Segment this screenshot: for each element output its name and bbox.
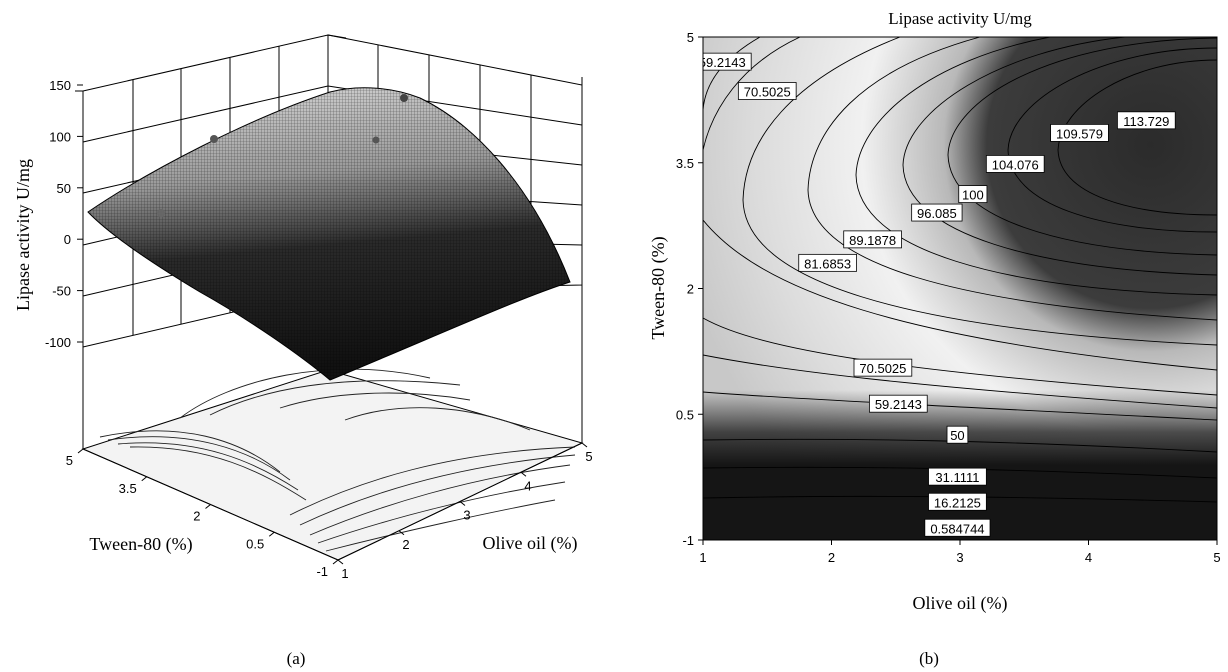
- olive-tick-mark: [398, 530, 405, 536]
- tween-tick-mark: [332, 559, 339, 565]
- contour-label-box: [798, 253, 857, 272]
- panel-label-b: (b): [919, 649, 939, 668]
- y-tick-label: 3.5: [676, 156, 694, 171]
- z-axis-ticks: 150 100 50 0 -50 -100: [45, 78, 83, 350]
- y-axis-ticks: -1 0.5 2 3.5 5: [676, 30, 703, 548]
- olive-tick-mark: [581, 442, 588, 448]
- contour-label: 89.1878: [849, 233, 896, 248]
- floor-plane: [81, 368, 584, 561]
- olive-tick-mark: [520, 471, 527, 477]
- response-surface: [87, 87, 571, 381]
- tween-tick-mark: [268, 531, 275, 537]
- olive-tick-mark: [337, 559, 344, 565]
- contour-label-box: [1117, 111, 1176, 130]
- contour-label: 104.076: [992, 157, 1039, 172]
- z-tick-label: 100: [49, 129, 71, 144]
- contour-label-box: [853, 358, 913, 377]
- x-tick-label: 4: [1085, 550, 1092, 565]
- contour-label-box: [911, 203, 963, 222]
- y-tick-label: 2: [687, 282, 694, 297]
- x-tick-label: 1: [699, 550, 706, 565]
- contour-label: 59.2143: [875, 397, 922, 412]
- y-tick-label: 5: [687, 30, 694, 45]
- tween-tick-mark: [77, 448, 84, 454]
- z-tick-label: -100: [45, 335, 71, 350]
- tween-axis-label: Tween-80 (%): [89, 534, 192, 555]
- x-tick-label: 5: [1213, 550, 1220, 565]
- design-point: [210, 135, 218, 143]
- z-tick-label: -50: [52, 284, 71, 299]
- z-tick-label: 150: [49, 78, 71, 93]
- design-point: [157, 209, 165, 217]
- contour-label-box: [924, 518, 991, 537]
- olive-tick-label: 3: [463, 508, 470, 523]
- contour-label: 81.6853: [804, 256, 851, 271]
- z-axis-label: Lipase activity U/mg: [13, 159, 33, 311]
- tween-axis-ticks: -1 0.5 2 3.5 5: [66, 448, 339, 579]
- z-tick-label: 0: [64, 232, 71, 247]
- x-axis-ticks: 1 2 3 4 5: [699, 540, 1221, 565]
- contour-label-box: [843, 230, 902, 249]
- tween-tick-label: 5: [66, 453, 73, 468]
- design-point: [400, 94, 408, 102]
- tween-tick-label: 3.5: [119, 481, 137, 496]
- contour-label: 50: [950, 428, 964, 443]
- y-axis-label: Tween-80 (%): [648, 236, 669, 339]
- contour-label-box: [1050, 124, 1109, 142]
- olive-tick-label: 1: [341, 566, 348, 581]
- tween-tick-mark: [205, 504, 211, 509]
- contour-label: 31.1111: [935, 470, 979, 485]
- olive-tick-label: 4: [524, 478, 531, 493]
- olive-axis-ticks: 1 2 3 4 5: [337, 442, 593, 581]
- contour-label: 16.2125: [934, 495, 981, 510]
- contour-field: 59.2143 70.5025 113.729 109.579 104.076 100 96…: [699, 37, 1217, 540]
- contour-label-box: [946, 425, 969, 444]
- olive-tick-mark: [459, 501, 466, 506]
- contour-plot-panel: Lipase activity U/mg: [648, 9, 1221, 668]
- contour-label: 96.085: [917, 206, 957, 221]
- contour-label: 100: [962, 188, 984, 203]
- contour-label-box: [869, 394, 928, 413]
- chart-title: Lipase activity U/mg: [888, 9, 1032, 28]
- x-tick-label: 2: [828, 550, 835, 565]
- contour-label: 70.5025: [859, 361, 906, 376]
- olive-axis-label: Olive oil (%): [483, 533, 578, 554]
- x-tick-label: 3: [956, 550, 963, 565]
- y-tick-label: 0.5: [676, 407, 694, 422]
- surface-plot-panel: 150 100 50 0 -50 -100 -1 0.5 2 3.5 5 1 2 3 4 5 Lipase…: [13, 34, 593, 668]
- contour-label-box: [958, 185, 988, 204]
- contour-label-box: [928, 492, 987, 511]
- contour-label-box: [985, 155, 1045, 173]
- contour-label: 59.2143: [699, 55, 746, 70]
- contour-label: 113.729: [1123, 114, 1169, 129]
- contour-label-box: [737, 82, 797, 100]
- z-tick-label: 50: [57, 181, 71, 196]
- tween-tick-label: -1: [316, 564, 328, 579]
- tween-tick-label: 2: [193, 509, 200, 524]
- tween-tick-label: 0.5: [246, 536, 264, 551]
- contour-labels: 59.2143 70.5025 113.729 109.579 104.076 100 96…: [699, 52, 1176, 537]
- olive-tick-label: 5: [585, 449, 592, 464]
- contour-label: 109.579: [1056, 126, 1103, 141]
- panel-label-a: (a): [287, 649, 306, 668]
- y-tick-label: -1: [682, 533, 694, 548]
- x-axis-label: Olive oil (%): [913, 593, 1008, 614]
- contour-label: 70.5025: [744, 84, 791, 99]
- olive-tick-label: 2: [402, 537, 409, 552]
- contour-label: 0.584744: [930, 521, 984, 536]
- tween-tick-mark: [141, 476, 148, 482]
- design-point: [372, 136, 380, 144]
- contour-label-box: [928, 467, 987, 486]
- contour-label-box: [703, 52, 752, 71]
